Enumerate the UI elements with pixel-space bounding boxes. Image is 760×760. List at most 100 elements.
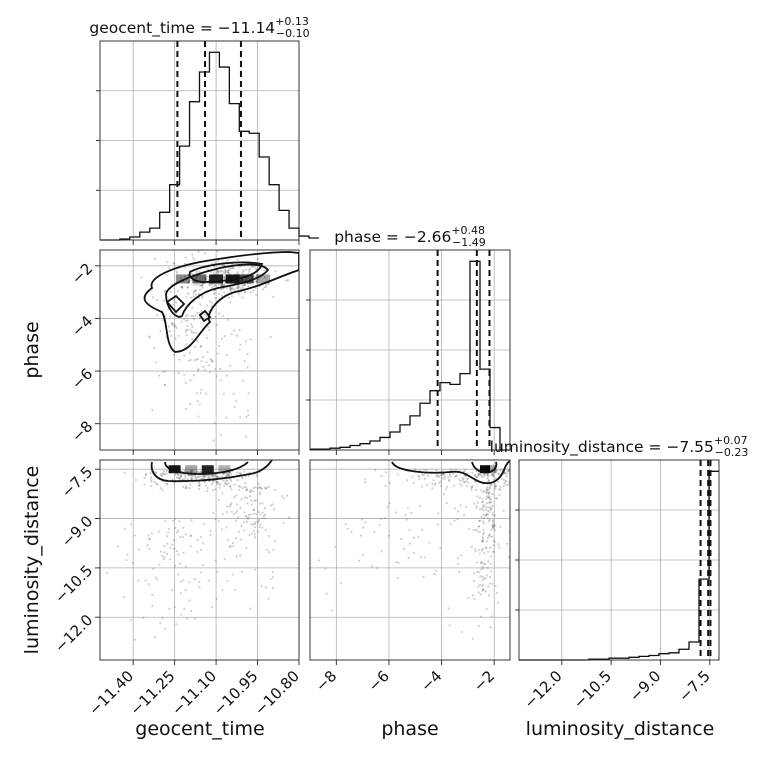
sample-point <box>218 486 221 489</box>
sample-point <box>201 476 204 479</box>
sample-point <box>423 468 426 471</box>
sample-point <box>156 578 159 581</box>
sample-point <box>155 482 158 485</box>
sample-point <box>492 526 495 529</box>
sample-point <box>499 485 502 488</box>
sample-point <box>417 475 420 478</box>
sample-point <box>182 280 185 283</box>
sample-point <box>165 274 168 277</box>
sample-point <box>227 271 230 274</box>
sample-point <box>436 473 439 476</box>
sample-point <box>232 267 235 270</box>
sample-point <box>170 321 174 324</box>
sample-point <box>282 497 285 500</box>
sample-point <box>193 359 196 362</box>
sample-point <box>168 558 172 561</box>
sample-point <box>256 274 259 277</box>
sample-point <box>213 422 216 425</box>
sample-point <box>181 286 184 289</box>
sample-point <box>227 482 230 485</box>
sample-point <box>235 287 239 290</box>
sample-point <box>178 476 181 480</box>
sample-point <box>183 469 186 472</box>
sample-point <box>195 332 198 335</box>
title-luminosity_distance: luminosity_distance = −7.55+0.07 −0.23 <box>490 434 749 459</box>
sample-point <box>486 550 490 553</box>
sample-point <box>175 494 177 496</box>
sample-point <box>153 347 156 350</box>
sample-point <box>261 526 264 529</box>
sample-point <box>241 476 244 479</box>
sample-point <box>229 286 232 289</box>
sample-point <box>210 474 213 477</box>
sample-point <box>417 474 420 478</box>
sample-point <box>125 559 128 562</box>
sample-point <box>175 301 178 304</box>
sample-point <box>471 485 474 488</box>
sample-point <box>530 470 532 472</box>
sample-point <box>180 613 183 616</box>
sample-point <box>194 314 197 317</box>
sample-point <box>148 547 151 550</box>
sample-point <box>513 471 515 473</box>
sample-point <box>199 303 202 306</box>
sample-point <box>196 470 199 473</box>
sample-point <box>499 488 502 491</box>
sample-point <box>170 334 173 337</box>
sample-point <box>568 483 570 485</box>
sample-point <box>228 473 231 476</box>
sample-point <box>478 552 481 555</box>
sample-point <box>196 470 200 473</box>
sample-point <box>226 259 229 262</box>
sample-point <box>245 340 248 343</box>
sample-point <box>511 564 513 566</box>
sample-point <box>481 538 485 541</box>
sample-point <box>191 306 194 309</box>
sample-point <box>590 471 592 473</box>
sample-point <box>254 521 257 524</box>
sample-point <box>210 605 213 609</box>
sample-point <box>219 433 222 437</box>
sample-point <box>248 516 251 519</box>
sample-point <box>476 476 479 479</box>
sample-point <box>551 471 553 473</box>
sample-point <box>506 472 509 475</box>
sample-point <box>205 337 208 340</box>
sample-point <box>241 486 244 489</box>
sample-point <box>199 344 202 348</box>
sample-point <box>190 323 193 326</box>
sample-point <box>189 545 192 548</box>
sample-point <box>211 301 214 304</box>
hist-step-geocent_time <box>100 51 319 241</box>
sample-point <box>508 468 510 471</box>
title-phase: phase = −2.66+0.48 −1.49 <box>334 224 486 249</box>
sample-point <box>177 473 180 477</box>
sample-point <box>426 474 429 477</box>
y-tick-label: −4 <box>68 312 96 340</box>
sample-point <box>126 553 129 556</box>
sample-point <box>263 507 267 510</box>
sample-point <box>243 283 246 287</box>
sample-point <box>123 527 126 530</box>
sample-point <box>171 478 174 481</box>
x-tick-label: −4 <box>417 667 445 695</box>
sample-point <box>602 475 604 477</box>
sample-point <box>231 573 234 576</box>
sample-point <box>448 624 451 627</box>
sample-point <box>253 280 256 283</box>
sample-point <box>166 542 169 545</box>
sample-point <box>384 471 387 474</box>
y-tick-label: −7.5 <box>58 463 96 501</box>
sample-point <box>576 497 578 499</box>
sample-point <box>485 540 489 543</box>
density-cell <box>175 274 190 284</box>
title-plus: +0.13 <box>275 15 309 28</box>
sample-point <box>174 473 177 476</box>
sample-point <box>228 478 231 481</box>
sample-point <box>210 283 213 286</box>
sample-point <box>212 271 216 274</box>
sample-point <box>144 472 148 475</box>
sample-point <box>179 475 183 478</box>
sample-point <box>216 269 219 272</box>
sample-point <box>492 522 495 525</box>
